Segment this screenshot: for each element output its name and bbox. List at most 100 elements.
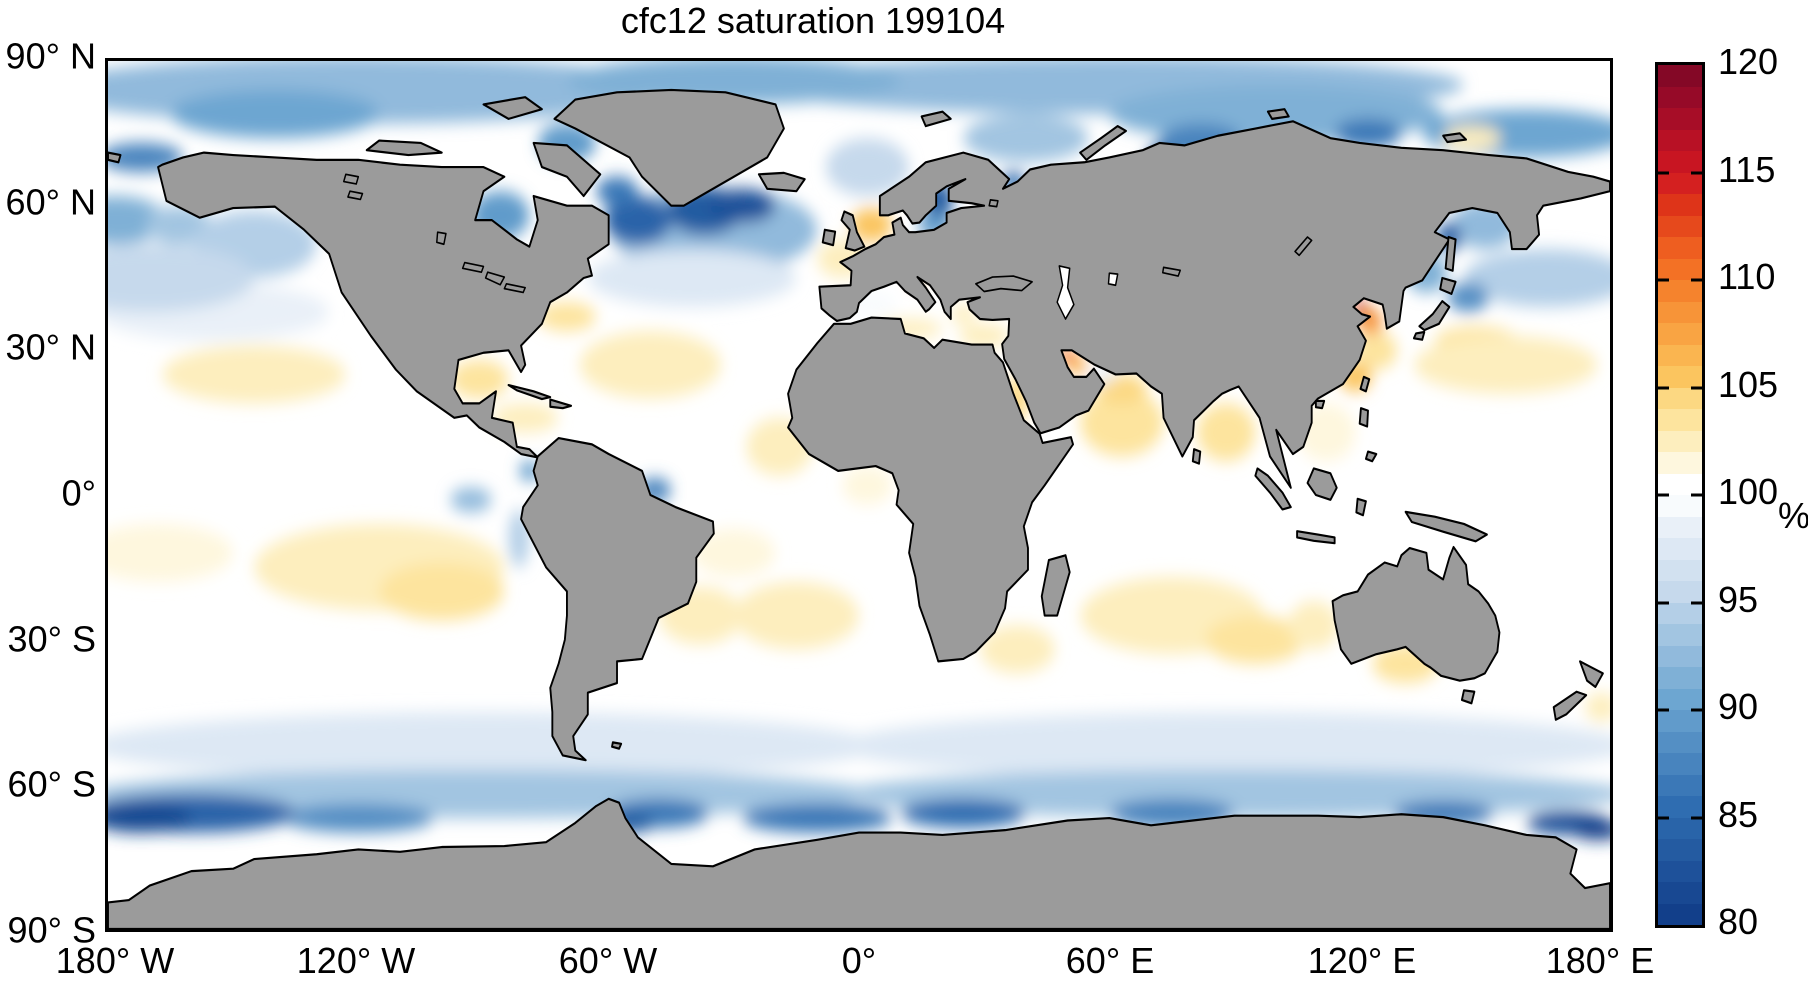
land-nz-north <box>1579 660 1604 689</box>
field-tasman-pale <box>1493 639 1560 698</box>
field-nz-east-yellow <box>1584 692 1610 722</box>
land-britain <box>840 210 866 252</box>
field-agulhas-yellow <box>979 625 1056 674</box>
map-plot-area <box>105 58 1613 932</box>
field-spac-yellow-core <box>379 562 505 621</box>
land-africa <box>787 316 1074 663</box>
field-ross-east-core <box>108 803 192 833</box>
lat-tick-90n: 90° N <box>5 35 96 77</box>
land-north-america <box>157 151 610 459</box>
cb-tick-85: 85 <box>1718 793 1759 835</box>
aral-sea <box>1107 272 1119 287</box>
colorbar-segments <box>1658 65 1702 925</box>
field-labrador-dark <box>604 196 672 245</box>
field-east-med-yellow <box>959 323 1010 348</box>
field-norwegian-sea <box>825 138 910 197</box>
caspian-sea <box>1056 265 1075 320</box>
world-map-svg <box>108 61 1610 929</box>
lat-tick-30n: 30° N <box>5 326 96 368</box>
lat-tick-60s: 60° S <box>7 763 96 805</box>
land-falklands <box>611 741 623 750</box>
lat-tick-90s: 90° S <box>7 909 96 951</box>
lon-tick-120w: 120° W <box>296 940 416 981</box>
lake-ladoga <box>988 199 999 208</box>
field-barents-sea <box>963 114 1089 163</box>
field-beaufort-sea <box>170 89 380 139</box>
cb-tick-115: 115 <box>1718 148 1776 190</box>
chart-title: cfc12 saturation 199104 <box>620 0 1006 41</box>
field-epac-subtrop-yellow <box>162 345 346 404</box>
field-gulf-of-guinea-pale <box>842 466 893 505</box>
lon-tick-60w: 60° W <box>558 940 658 981</box>
cb-tick-80: 80 <box>1718 901 1759 942</box>
field-ind-antarctic-dark <box>900 798 1026 828</box>
field-sind-yellow-core <box>1205 615 1306 664</box>
field-npac-band <box>108 244 254 312</box>
field-davis-strait-dark <box>596 176 638 206</box>
land-ireland <box>821 228 837 247</box>
lake-erie-ontario <box>503 282 526 294</box>
lat-tick-0: 0° <box>61 472 96 514</box>
cb-tick-95: 95 <box>1718 578 1759 620</box>
field-new-siberian-yellow <box>1443 126 1502 151</box>
colorbar-tick-labels: 120 115 110 105 100 95 90 85 80 <box>1718 41 1808 942</box>
cb-tick-90: 90 <box>1718 686 1759 727</box>
land-madagascar <box>1040 554 1071 617</box>
land-mindanao <box>1364 450 1378 463</box>
land-kyushu <box>1412 330 1426 341</box>
field-wpac-subtrop-yellow <box>1413 335 1598 394</box>
field-south-of-iceland-core <box>708 188 776 223</box>
field-spac-west-pale-yellow <box>108 523 234 582</box>
land-sulawesi <box>1355 497 1367 517</box>
land-australia <box>1331 545 1501 682</box>
cb-tick-110: 110 <box>1718 256 1776 297</box>
field-atl-antarctic-dark <box>742 803 893 833</box>
land-greenland <box>553 88 785 207</box>
lon-tick-0: 0° <box>841 940 877 981</box>
field-gulf-of-mexico-yellow <box>450 359 509 399</box>
lon-tick-60e: 60° E <box>1065 940 1155 981</box>
field-west-australia-yellow <box>1288 601 1339 650</box>
field-gulf-stream-yellow <box>537 302 597 332</box>
land-nz-south <box>1552 690 1588 721</box>
field-natl-midlat-pale <box>587 249 797 307</box>
land-luzon <box>1358 407 1369 428</box>
land-antarctica <box>108 797 1610 929</box>
lon-tick-180w: 180° W <box>55 940 175 981</box>
field-satl-yellow <box>733 581 859 650</box>
land-java <box>1296 530 1336 545</box>
land-hainan <box>1314 399 1326 410</box>
land-sakhalin <box>1444 235 1457 272</box>
lon-tick-120e: 120° E <box>1307 940 1417 981</box>
land-south-america <box>520 437 715 762</box>
lakes-layer <box>343 173 1313 320</box>
field-circumpolar-pale-east <box>838 712 1610 780</box>
land-victoria-island <box>365 139 443 157</box>
cb-tick-120: 120 <box>1718 41 1779 82</box>
land-cuba <box>507 383 552 401</box>
saturation-field-layer <box>108 61 1610 840</box>
lake-great-bear <box>343 173 360 185</box>
field-satl-north-pale <box>692 528 776 577</box>
land-hispaniola <box>549 398 573 410</box>
land-chukotka-west-edge <box>108 151 122 164</box>
land-new-guinea <box>1404 510 1488 543</box>
land-tasmania <box>1460 689 1476 705</box>
field-galapagos-blue <box>450 487 492 512</box>
field-amundsen-blue <box>283 803 434 833</box>
lat-tick-30s: 30° S <box>7 618 96 660</box>
field-sargasso-yellow <box>579 331 722 399</box>
lake-superior <box>461 261 485 274</box>
field-ross-west-core <box>1572 820 1610 840</box>
field-npac-west-band <box>1463 249 1610 307</box>
land-honshu <box>1418 300 1451 332</box>
land-taiwan <box>1359 375 1371 393</box>
land-new-siberian-islands <box>1442 132 1467 144</box>
land-hokkaido <box>1439 276 1457 295</box>
land-sumatra <box>1254 467 1292 511</box>
field-north-sea-yellow <box>850 208 893 242</box>
land-iceland <box>757 171 806 193</box>
land-baffin-island <box>532 141 602 198</box>
colorbar-unit-label: % <box>1778 495 1808 536</box>
